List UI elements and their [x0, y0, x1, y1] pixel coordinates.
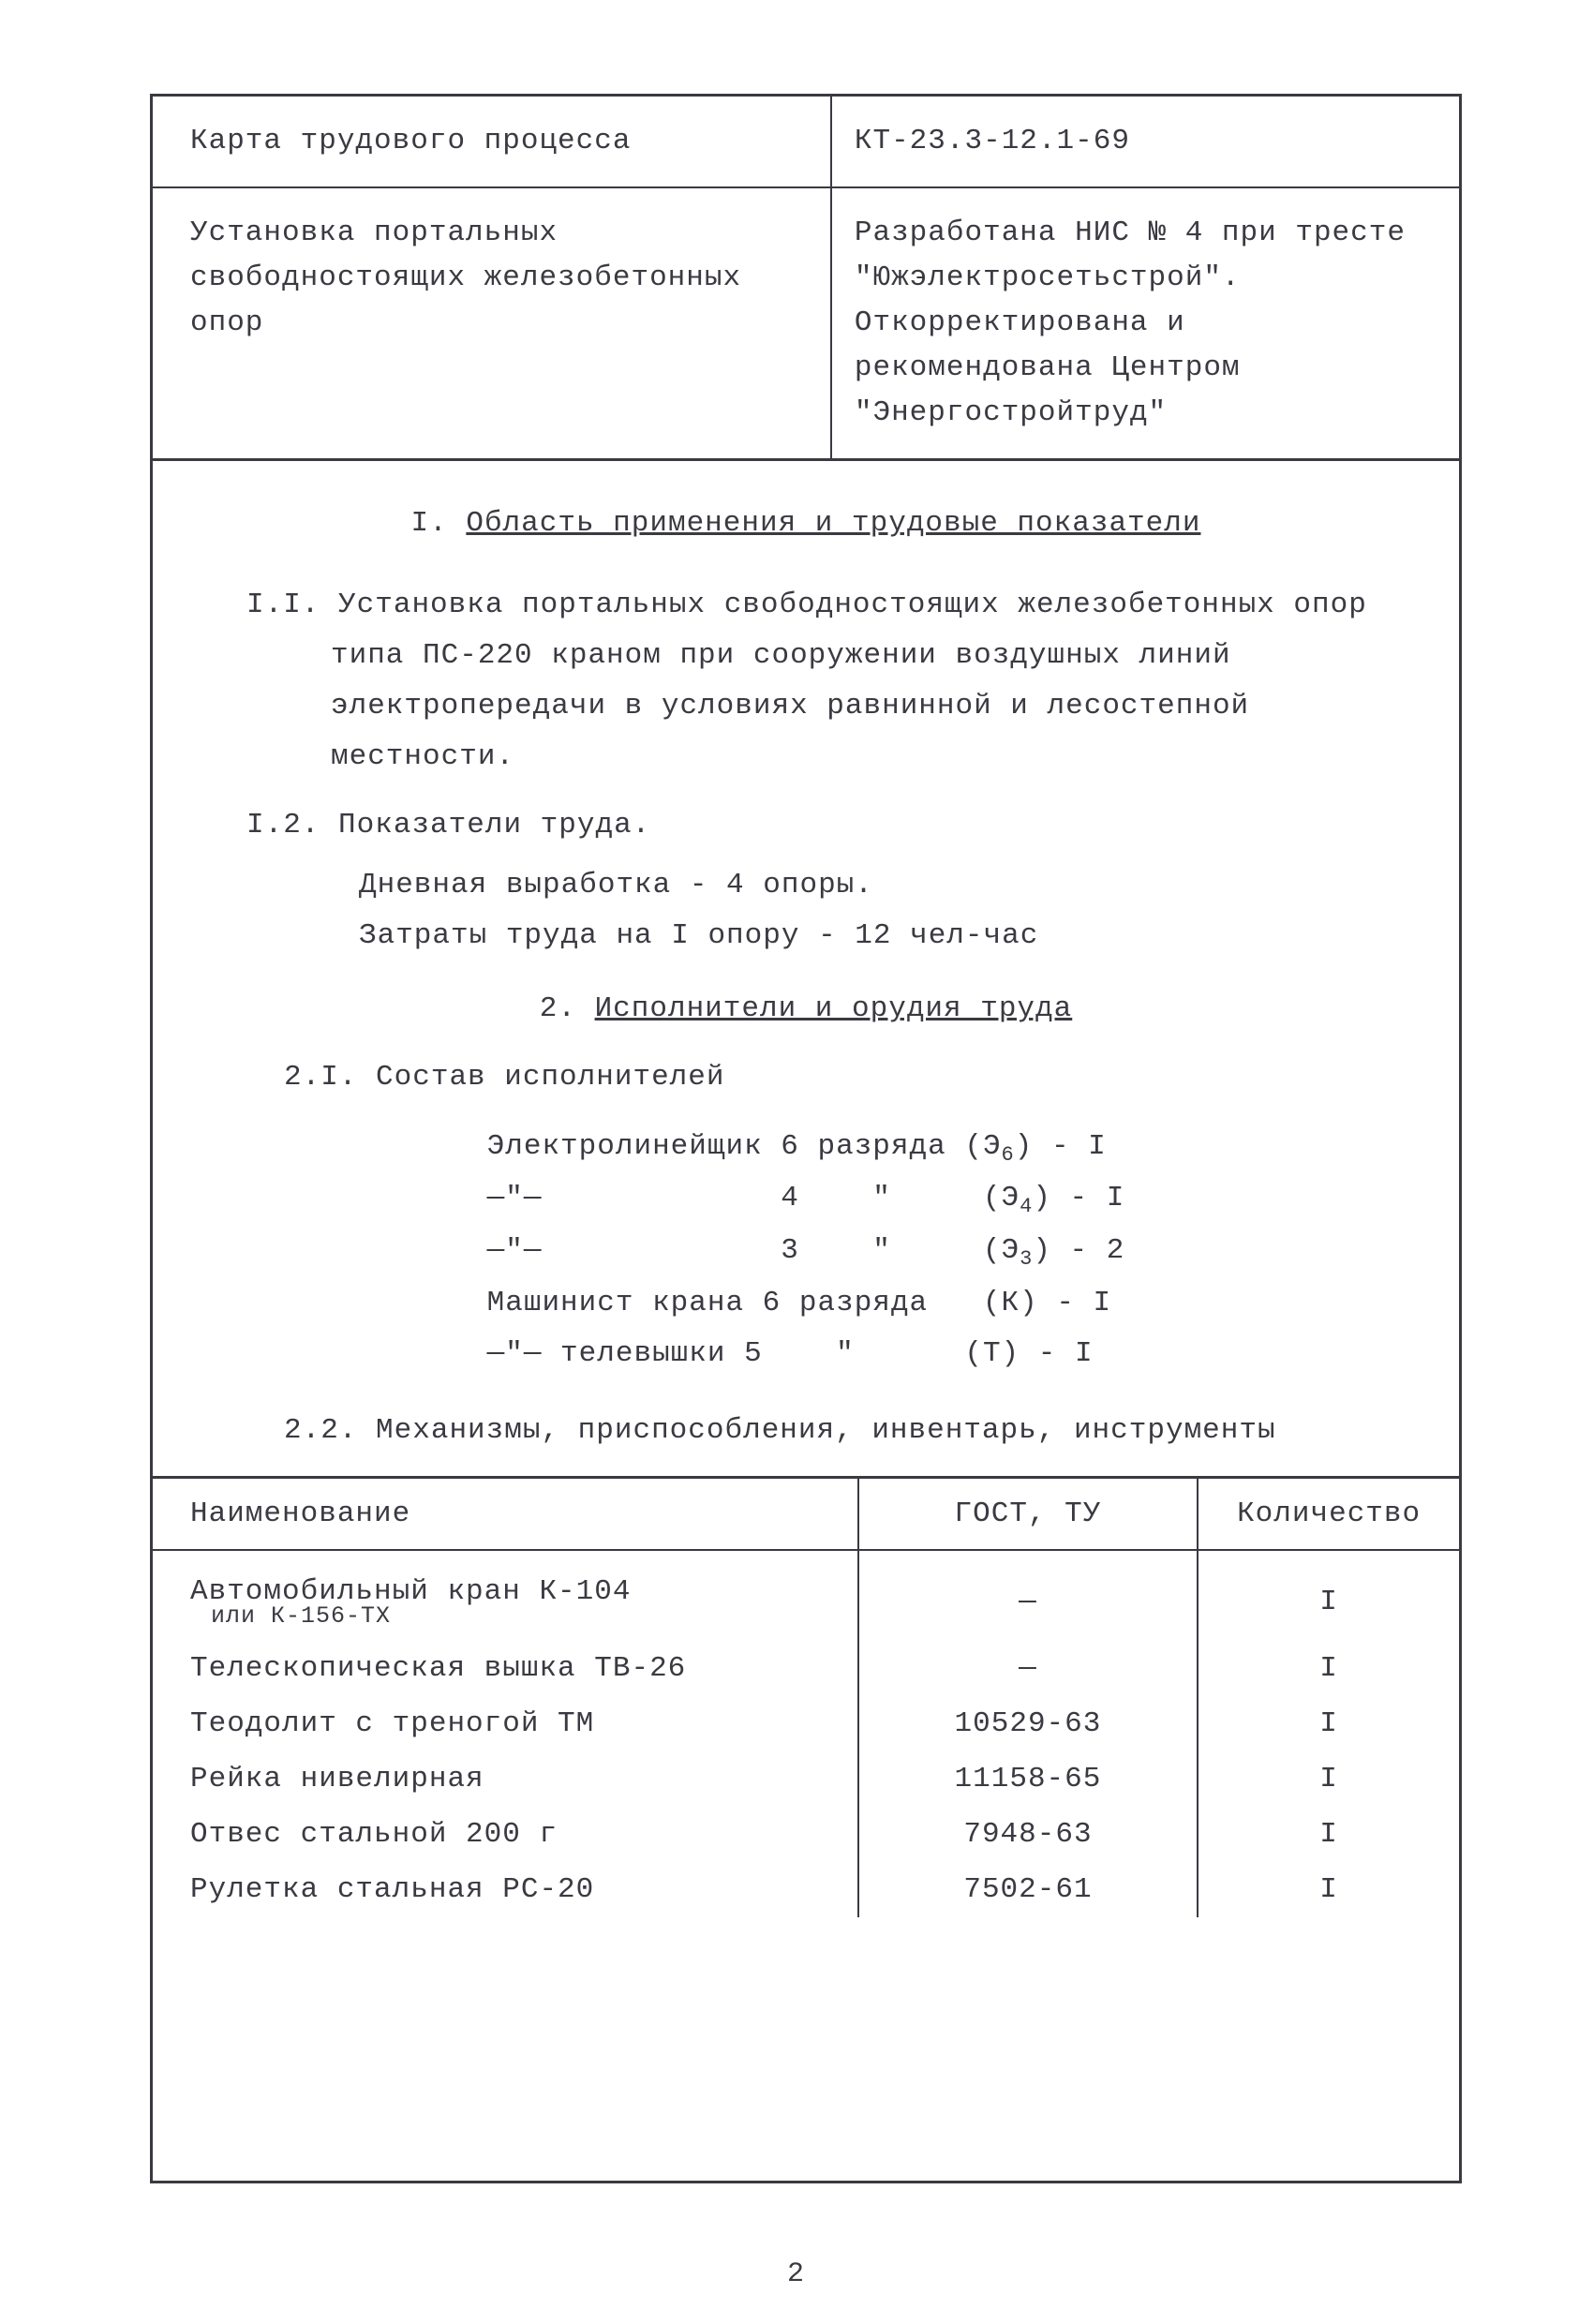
- performer-row: —"— 4 " (Э4) - I: [487, 1173, 1125, 1226]
- p21-text: Состав исполнителей: [376, 1061, 724, 1094]
- tool-gost: 7948-63: [858, 1807, 1198, 1862]
- table-row: Рейка нивелирная11158-65I: [153, 1751, 1459, 1807]
- performer-label: —"— 3 " (: [487, 1234, 1002, 1267]
- paragraph-2-2: 2.2. Механизмы, приспособления, инвентар…: [284, 1406, 1422, 1456]
- section2-title-prefix: 2.: [540, 992, 595, 1025]
- table-row: Отвес стальной 200 г7948-63I: [153, 1807, 1459, 1862]
- paragraph-1-2: I.2. Показатели труда.: [246, 800, 1422, 851]
- section1-title-prefix: I.: [411, 507, 467, 540]
- performers-list: Электролинейщик 6 разряда (Э6) - I—"— 4 …: [487, 1122, 1125, 1380]
- performer-label: —"— телевышки 5 " (: [487, 1337, 983, 1370]
- tool-qty: I: [1198, 1641, 1459, 1696]
- performer-label: Машинист крана 6 разряда (: [487, 1287, 1002, 1319]
- table-row: Теодолит с треногой ТМ10529-63I: [153, 1696, 1459, 1751]
- table-row: Автомобильный кран К-104или К-156-ТХ—I: [153, 1550, 1459, 1641]
- tools-col-name: Наименование: [153, 1477, 858, 1550]
- tool-gost: —: [858, 1641, 1198, 1696]
- header-table: Карта трудового процесса КТ-23.3-12.1-69…: [153, 97, 1459, 461]
- performer-label: Электролинейщик 6 разряда (: [487, 1130, 983, 1163]
- performer-qty: ) - 2: [1033, 1234, 1124, 1267]
- header-row2-left: Установка портальных свободностоящих жел…: [153, 188, 832, 458]
- tool-gost: 7502-61: [858, 1862, 1198, 1917]
- section2-title: 2. Исполнители и орудия труда: [190, 984, 1422, 1035]
- p22-text: Механизмы, приспособления, инвентарь, ин…: [376, 1414, 1276, 1447]
- performer-qty: ) - I: [1020, 1287, 1111, 1319]
- header-row1-left: Карта трудового процесса: [153, 97, 832, 186]
- p12-line1: Дневная выработка - 4 опоры.: [359, 860, 1422, 911]
- tool-qty: I: [1198, 1696, 1459, 1751]
- p12-line2: Затраты труда на I опору - 12 чел-час: [359, 911, 1422, 961]
- tools-header-row: Наименование ГОСТ, ТУ Количество: [153, 1477, 1459, 1550]
- paragraph-1-1: I.I. Установка портальных свободностоящи…: [246, 580, 1422, 783]
- header-row2-right: Разработана НИС № 4 при тресте "Южэлектр…: [832, 188, 1459, 458]
- tool-name: Рейка нивелирная: [153, 1751, 858, 1807]
- tool-gost: 10529-63: [858, 1696, 1198, 1751]
- performers-block: Электролинейщик 6 разряда (Э6) - I—"— 4 …: [190, 1116, 1422, 1407]
- p21-number: 2.I.: [284, 1061, 357, 1094]
- performer-code: Э: [1002, 1234, 1020, 1267]
- table-row: Телескопическая вышка ТВ-26—I: [153, 1641, 1459, 1696]
- performer-label: —"— 4 " (: [487, 1182, 1002, 1214]
- performer-row: Электролинейщик 6 разряда (Э6) - I: [487, 1122, 1125, 1174]
- paragraph-2-1: 2.I. Состав исполнителей: [284, 1052, 1422, 1103]
- performer-code: Э: [1002, 1182, 1020, 1214]
- document-frame: Карта трудового процесса КТ-23.3-12.1-69…: [150, 94, 1462, 2183]
- performer-row: —"— 3 " (Э3) - 2: [487, 1226, 1125, 1278]
- tool-gost: 11158-65: [858, 1751, 1198, 1807]
- section2-title-text: Исполнители и орудия труда: [595, 992, 1073, 1025]
- performer-code: К: [1002, 1287, 1020, 1319]
- tools-col-gost: ГОСТ, ТУ: [858, 1477, 1198, 1550]
- tool-qty: I: [1198, 1751, 1459, 1807]
- performer-qty: ) - I: [1015, 1130, 1107, 1163]
- p12-text: Показатели труда.: [338, 809, 650, 842]
- tools-col-qty: Количество: [1198, 1477, 1459, 1550]
- performer-subscript: 3: [1020, 1247, 1033, 1271]
- tool-qty: I: [1198, 1550, 1459, 1641]
- tool-name: Отвес стальной 200 г: [153, 1807, 858, 1862]
- tool-name: Рулетка стальная РС-20: [153, 1862, 858, 1917]
- tools-grid: Наименование ГОСТ, ТУ Количество Автомоб…: [153, 1476, 1459, 1917]
- header-row1-right: КТ-23.3-12.1-69: [832, 97, 1459, 186]
- performer-subscript: 6: [1002, 1143, 1015, 1167]
- header-row-1: Карта трудового процесса КТ-23.3-12.1-69: [153, 97, 1459, 188]
- p12-number: I.2.: [246, 809, 320, 842]
- performer-row: Машинист крана 6 разряда (К) - I: [487, 1278, 1125, 1329]
- p22-number: 2.2.: [284, 1414, 357, 1447]
- performer-qty: ) - I: [1033, 1182, 1124, 1214]
- p11-text: Установка портальных свободностоящих жел…: [331, 588, 1367, 774]
- table-row: Рулетка стальная РС-207502-61I: [153, 1862, 1459, 1917]
- tool-qty: I: [1198, 1807, 1459, 1862]
- performer-code: Т: [983, 1337, 1002, 1370]
- tool-gost: —: [858, 1550, 1198, 1641]
- tool-name: Телескопическая вышка ТВ-26: [153, 1641, 858, 1696]
- p11-number: I.I.: [246, 588, 320, 621]
- tool-name: Теодолит с треногой ТМ: [153, 1696, 858, 1751]
- tool-name: Автомобильный кран К-104или К-156-ТХ: [153, 1550, 858, 1641]
- p12-details: Дневная выработка - 4 опоры. Затраты тру…: [359, 860, 1422, 962]
- section1-title: I. Область применения и трудовые показат…: [190, 499, 1422, 549]
- page-number: 2: [0, 2258, 1593, 2290]
- performer-subscript: 4: [1020, 1196, 1033, 1219]
- tools-table: Наименование ГОСТ, ТУ Количество Автомоб…: [153, 1476, 1459, 1917]
- page: Карта трудового процесса КТ-23.3-12.1-69…: [0, 0, 1593, 2324]
- performer-code: Э: [983, 1130, 1002, 1163]
- section1-title-text: Область применения и трудовые показатели: [466, 507, 1200, 540]
- performer-qty: ) - I: [1002, 1337, 1094, 1370]
- performer-row: —"— телевышки 5 " (Т) - I: [487, 1329, 1125, 1379]
- tool-name-alt: или К-156-ТХ: [190, 1602, 841, 1630]
- header-row-2: Установка портальных свободностоящих жел…: [153, 188, 1459, 458]
- document-body: I. Область применения и трудовые показат…: [153, 461, 1459, 1456]
- tool-qty: I: [1198, 1862, 1459, 1917]
